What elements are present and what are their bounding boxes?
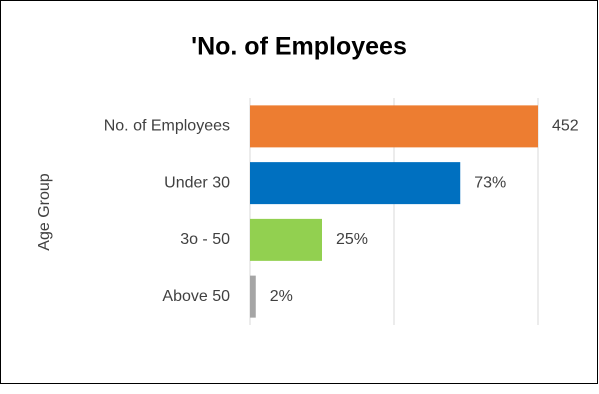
data-label: 452: [552, 118, 579, 135]
y-tick-label: 3o - 50: [180, 231, 230, 248]
data-label: 25%: [336, 231, 368, 248]
bar: [250, 218, 322, 261]
bar: [250, 275, 256, 318]
y-tick-label: No. of Employees: [104, 118, 230, 135]
y-tick-label: Above 50: [162, 288, 230, 305]
data-label: 2%: [270, 288, 293, 305]
chart-title: 'No. of Employees: [191, 33, 407, 61]
y-tick-label: Under 30: [164, 174, 230, 191]
bar: [250, 105, 538, 148]
y-axis-label: Age Group: [36, 173, 53, 250]
bar: [250, 162, 461, 205]
data-label: 73%: [474, 174, 506, 191]
